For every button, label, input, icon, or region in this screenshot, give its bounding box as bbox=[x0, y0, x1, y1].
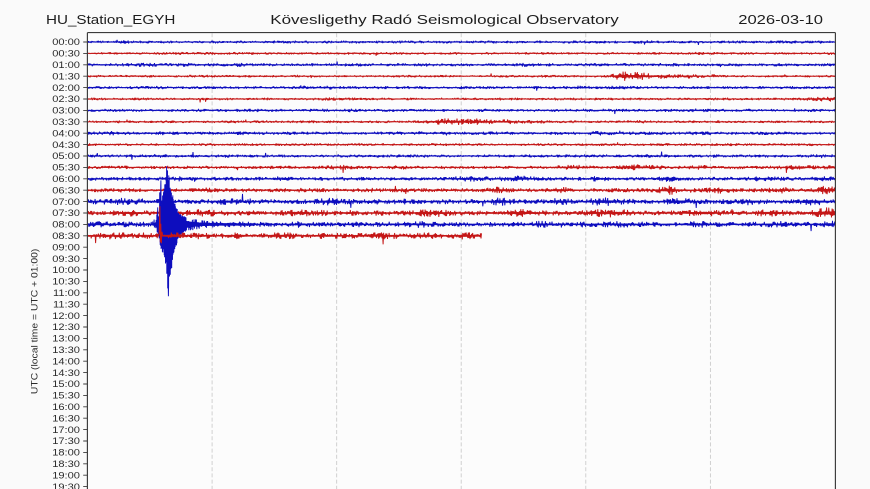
svg-text:18:00: 18:00 bbox=[52, 448, 80, 458]
svg-text:05:00: 05:00 bbox=[52, 152, 80, 162]
svg-text:03:00: 03:00 bbox=[52, 106, 80, 116]
svg-text:05:30: 05:30 bbox=[52, 163, 80, 173]
svg-text:11:00: 11:00 bbox=[53, 289, 80, 299]
svg-text:04:30: 04:30 bbox=[52, 141, 80, 151]
svg-text:15:00: 15:00 bbox=[52, 380, 80, 390]
svg-text:12:00: 12:00 bbox=[52, 312, 80, 322]
svg-text:00:00: 00:00 bbox=[52, 38, 80, 48]
svg-text:10:30: 10:30 bbox=[52, 277, 80, 287]
svg-text:03:30: 03:30 bbox=[52, 118, 80, 128]
svg-text:04:00: 04:00 bbox=[52, 129, 80, 139]
svg-text:06:30: 06:30 bbox=[52, 186, 80, 196]
svg-text:16:00: 16:00 bbox=[52, 403, 80, 413]
svg-text:HU_Station_EGYH: HU_Station_EGYH bbox=[46, 13, 175, 28]
svg-text:08:30: 08:30 bbox=[52, 232, 80, 242]
svg-text:13:30: 13:30 bbox=[52, 346, 80, 356]
svg-text:14:30: 14:30 bbox=[52, 369, 80, 379]
svg-text:17:00: 17:00 bbox=[52, 426, 80, 436]
svg-text:01:00: 01:00 bbox=[52, 61, 80, 71]
svg-text:12:30: 12:30 bbox=[52, 323, 80, 333]
svg-text:09:30: 09:30 bbox=[52, 255, 80, 265]
svg-text:10:00: 10:00 bbox=[52, 266, 80, 276]
svg-text:18:30: 18:30 bbox=[52, 460, 80, 470]
svg-text:13:00: 13:00 bbox=[52, 334, 80, 344]
svg-text:00:30: 00:30 bbox=[52, 49, 80, 59]
svg-text:01:30: 01:30 bbox=[52, 72, 80, 82]
svg-text:07:00: 07:00 bbox=[52, 198, 80, 208]
svg-text:19:00: 19:00 bbox=[52, 471, 80, 481]
svg-text:17:30: 17:30 bbox=[52, 437, 80, 447]
svg-text:09:00: 09:00 bbox=[52, 243, 80, 253]
svg-text:11:30: 11:30 bbox=[53, 300, 80, 310]
svg-text:02:00: 02:00 bbox=[52, 84, 80, 94]
svg-text:2026-03-10: 2026-03-10 bbox=[738, 12, 823, 27]
svg-text:14:00: 14:00 bbox=[52, 357, 80, 367]
svg-text:08:00: 08:00 bbox=[52, 220, 80, 230]
svg-text:UTC (local time = UTC + 01:00): UTC (local time = UTC + 01:00) bbox=[30, 249, 40, 394]
svg-text:19:30: 19:30 bbox=[52, 483, 80, 489]
svg-text:Kövesligethy Radó Seismologica: Kövesligethy Radó Seismological Observat… bbox=[270, 13, 619, 28]
svg-text:02:30: 02:30 bbox=[52, 95, 80, 105]
svg-text:06:00: 06:00 bbox=[52, 175, 80, 185]
svg-text:07:30: 07:30 bbox=[52, 209, 80, 219]
svg-text:15:30: 15:30 bbox=[52, 391, 80, 401]
svg-text:16:30: 16:30 bbox=[52, 414, 80, 424]
